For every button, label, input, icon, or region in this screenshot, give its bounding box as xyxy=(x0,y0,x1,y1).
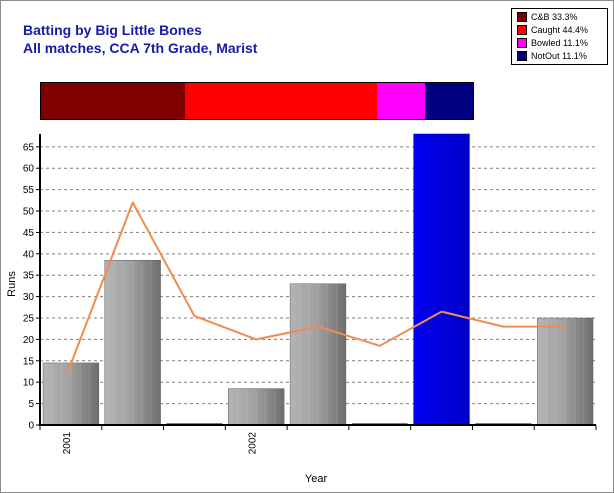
y-tick-label: 20 xyxy=(23,335,35,346)
y-tick-label: 30 xyxy=(23,292,35,303)
legend-label-notout: NotOut 11.1% xyxy=(531,51,587,61)
chart-title: Batting by Big Little Bones All matches,… xyxy=(23,21,257,57)
line-series xyxy=(67,201,566,372)
y-tick-label: 55 xyxy=(23,185,35,196)
legend-swatch-cb xyxy=(517,11,527,22)
legend: C&B 33.3% Caught 44.4% Bowled 11.1% NotO… xyxy=(511,8,608,65)
y-tick-label: 25 xyxy=(23,314,35,325)
legend-item-caught: Caught 44.4% xyxy=(517,24,588,36)
chart-title-line-1: Batting by Big Little Bones xyxy=(23,22,202,38)
y-tick-label: 45 xyxy=(23,228,35,239)
share-segment-notout xyxy=(424,83,473,119)
share-segment-caught xyxy=(184,83,377,119)
legend-swatch-notout xyxy=(517,50,527,61)
legend-item-cb: C&B 33.3% xyxy=(517,11,578,23)
chart-title-line-2: All matches, CCA 7th Grade, Marist xyxy=(23,40,258,56)
y-tick-label: 40 xyxy=(23,249,35,260)
y-tick-label: 5 xyxy=(28,399,34,410)
legend-item-bowled: Bowled 11.1% xyxy=(517,37,588,49)
dismissal-share-bar xyxy=(40,82,474,120)
bar xyxy=(413,133,470,426)
y-tick-label: 65 xyxy=(23,142,35,153)
y-tick-label: 0 xyxy=(28,421,34,432)
y-tick-label: 10 xyxy=(23,378,35,389)
y-axis-title: Runs xyxy=(6,271,18,297)
bar xyxy=(289,283,347,426)
legend-label-bowled: Bowled 11.1% xyxy=(531,38,588,48)
y-tick-label: 50 xyxy=(23,207,35,218)
share-segment-bowled xyxy=(376,83,425,119)
legend-label-cb: C&B 33.3% xyxy=(531,12,578,22)
bar xyxy=(536,317,594,426)
x-tick-label: 2002 xyxy=(247,432,258,455)
legend-item-notout: NotOut 11.1% xyxy=(517,50,587,62)
x-tick-label: 2001 xyxy=(62,432,73,455)
bar xyxy=(104,259,161,426)
x-axis-title: Year xyxy=(305,473,328,485)
y-tick-label: 35 xyxy=(23,271,35,282)
y-tick-label: 15 xyxy=(23,356,35,367)
y-tick-label: 60 xyxy=(23,164,35,175)
legend-label-caught: Caught 44.4% xyxy=(531,25,589,35)
share-segment-cb xyxy=(41,83,185,119)
legend-swatch-bowled xyxy=(517,37,527,48)
legend-swatch-caught xyxy=(517,24,527,35)
